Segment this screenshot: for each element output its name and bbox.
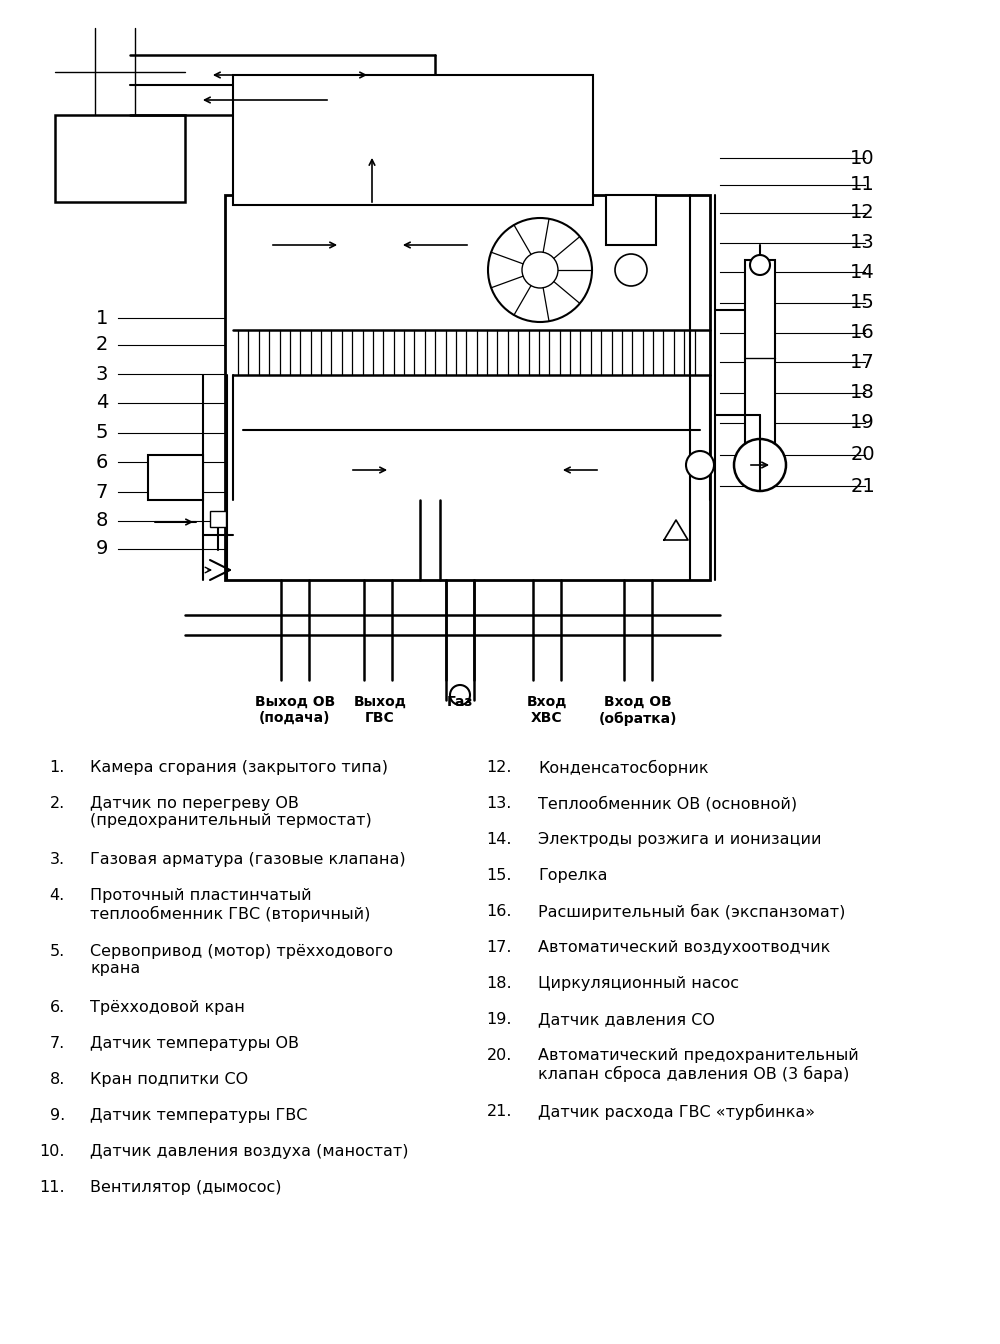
Circle shape (450, 685, 470, 706)
Text: Проточный пластинчатый
теплообменник ГВС (вторичный): Проточный пластинчатый теплообменник ГВС… (90, 888, 370, 922)
Text: 20: 20 (850, 445, 875, 465)
Bar (148, 456, 203, 500)
Text: Камера сгорания (закрытого типа): Камера сгорания (закрытого типа) (90, 759, 388, 775)
Text: Трёхходовой кран: Трёхходовой кран (90, 1000, 245, 1015)
Text: Теплообменник ОВ (основной): Теплообменник ОВ (основной) (538, 796, 797, 812)
Text: Горелка: Горелка (538, 868, 608, 883)
Text: 3.: 3. (50, 852, 65, 867)
Text: 21: 21 (850, 477, 875, 496)
Text: 9.: 9. (50, 1107, 65, 1124)
Text: Вход ОВ
(обратка): Вход ОВ (обратка) (599, 695, 677, 726)
Text: 14: 14 (850, 262, 875, 281)
Text: 19.: 19. (486, 1012, 512, 1027)
Text: 15.: 15. (486, 868, 512, 883)
Text: Датчик температуры ОВ: Датчик температуры ОВ (90, 1036, 299, 1051)
Bar (210, 511, 226, 527)
Circle shape (522, 253, 558, 288)
Circle shape (734, 439, 786, 491)
Text: 16: 16 (850, 324, 875, 343)
Polygon shape (664, 520, 688, 540)
Bar (225, 195, 710, 581)
Circle shape (488, 218, 592, 323)
Text: 5: 5 (96, 423, 108, 442)
Text: Вентилятор (дымосос): Вентилятор (дымосос) (90, 1180, 282, 1195)
Text: Вход
ХВС: Вход ХВС (527, 695, 567, 726)
Bar (606, 195, 656, 245)
Text: 8.: 8. (50, 1073, 65, 1087)
Text: 18.: 18. (486, 976, 512, 991)
Text: Выход ОВ
(подача): Выход ОВ (подача) (255, 695, 335, 726)
Text: Датчик по перегреву ОВ
(предохранительный термостат): Датчик по перегреву ОВ (предохранительны… (90, 796, 372, 828)
Text: 9: 9 (96, 539, 108, 559)
Text: Электроды розжига и ионизации: Электроды розжига и ионизации (538, 832, 822, 847)
Text: 7: 7 (96, 482, 108, 501)
Text: 12.: 12. (486, 759, 512, 775)
Text: 17.: 17. (486, 939, 512, 956)
Text: Сервопривод (мотор) трёхходового
крана: Сервопривод (мотор) трёхходового крана (90, 943, 393, 976)
Text: 1.: 1. (50, 759, 65, 775)
Text: Датчик расхода ГВС «турбинка»: Датчик расхода ГВС «турбинка» (538, 1103, 815, 1120)
Text: 6: 6 (96, 453, 108, 472)
Text: 18: 18 (850, 383, 875, 402)
Circle shape (750, 255, 770, 276)
Text: 6.: 6. (50, 1000, 65, 1015)
Text: 13.: 13. (487, 796, 512, 810)
Circle shape (615, 254, 647, 286)
Circle shape (686, 452, 714, 478)
Text: 4.: 4. (50, 888, 65, 903)
Text: 19: 19 (850, 414, 875, 433)
Text: 1: 1 (96, 309, 108, 328)
Text: Датчик температуры ГВС: Датчик температуры ГВС (90, 1107, 307, 1124)
Text: 12: 12 (850, 203, 875, 223)
Text: 21.: 21. (486, 1103, 512, 1120)
Text: Выход
ГВС: Выход ГВС (354, 695, 406, 726)
Bar (233, 75, 593, 206)
Text: Конденсатосборник: Конденсатосборник (538, 759, 708, 775)
Text: 11: 11 (850, 176, 875, 195)
Text: 10: 10 (850, 148, 875, 168)
Text: Датчик давления СО: Датчик давления СО (538, 1012, 715, 1027)
Bar (745, 259, 775, 456)
Text: 10.: 10. (40, 1144, 65, 1159)
Text: 11.: 11. (39, 1180, 65, 1195)
Text: 15: 15 (850, 293, 875, 313)
Text: 7.: 7. (50, 1036, 65, 1051)
Text: Автоматический предохранительный
клапан сброса давления ОВ (3 бара): Автоматический предохранительный клапан … (538, 1048, 859, 1082)
Text: 4: 4 (96, 394, 108, 413)
Text: 8: 8 (96, 512, 108, 531)
Text: 16.: 16. (486, 905, 512, 919)
Text: 2.: 2. (50, 796, 65, 810)
Text: Датчик давления воздуха (маностат): Датчик давления воздуха (маностат) (90, 1144, 409, 1159)
Text: 17: 17 (850, 352, 875, 371)
Text: 20.: 20. (487, 1048, 512, 1063)
Text: Газ: Газ (447, 695, 473, 710)
Text: Кран подпитки СО: Кран подпитки СО (90, 1073, 248, 1087)
Text: Расширительный бак (экспанзомат): Расширительный бак (экспанзомат) (538, 905, 845, 921)
Text: Газовая арматура (газовые клапана): Газовая арматура (газовые клапана) (90, 852, 406, 867)
Text: 5.: 5. (50, 943, 65, 960)
Text: 2: 2 (96, 336, 108, 355)
Text: 3: 3 (96, 364, 108, 383)
Text: 14.: 14. (486, 832, 512, 847)
Text: Автоматический воздухоотводчик: Автоматический воздухоотводчик (538, 939, 830, 956)
Bar (55, 116, 185, 202)
Text: 13: 13 (850, 234, 875, 253)
Text: Циркуляционный насос: Циркуляционный насос (538, 976, 739, 991)
